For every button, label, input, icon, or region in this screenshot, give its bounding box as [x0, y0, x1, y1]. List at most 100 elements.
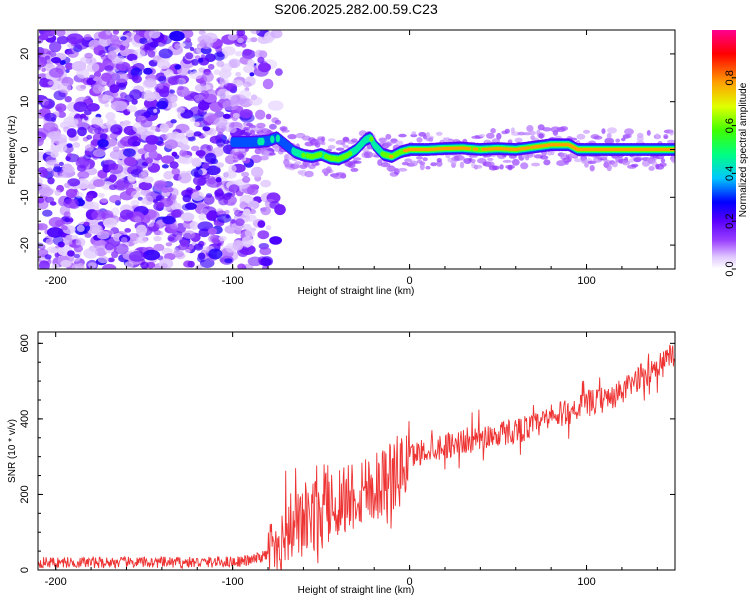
ridge-halo [248, 124, 257, 129]
x-tick-label: -100 [222, 576, 244, 588]
noise-speck [228, 184, 240, 193]
noise-speck [106, 36, 119, 47]
spectrogram-y-ticks: -20 -10 0 10 20 [19, 29, 675, 270]
noise-speck [170, 119, 177, 124]
colorbar-gradient [712, 30, 736, 269]
noise-speck [147, 221, 155, 228]
ridge-halo [283, 129, 290, 133]
noise-speck [232, 112, 240, 119]
noise-speck [203, 132, 209, 138]
noise-speck [153, 199, 158, 204]
ridge-halo [287, 134, 297, 140]
noise-speck [38, 56, 48, 68]
noise-speck [105, 30, 112, 36]
noise-speck [217, 131, 224, 137]
noise-speck [185, 248, 191, 254]
noise-speck [149, 30, 161, 39]
x-tick-label: 0 [407, 275, 413, 287]
noise-speck [126, 105, 138, 113]
noise-speck [161, 164, 169, 169]
noise-speck [72, 142, 80, 148]
noise-speck [187, 136, 196, 142]
noise-speck [38, 34, 49, 41]
noise-speck [51, 57, 61, 64]
ridge-halo [411, 131, 417, 136]
noise-speck [241, 236, 254, 248]
ridge-halo [304, 170, 314, 178]
noise-speck [170, 194, 177, 201]
ridge-halo [624, 128, 634, 136]
ridge-halo [648, 166, 655, 171]
noise-speck [77, 126, 87, 137]
noise-speck [59, 59, 66, 66]
noise-speck [244, 228, 256, 238]
noise-speck [61, 225, 68, 231]
ridge-cell [318, 151, 323, 158]
noise-speck [84, 150, 91, 156]
snr-panel: -200 -100 0 100 0 200 400 600 Height of straig… [7, 331, 676, 596]
ridge-halo [459, 161, 465, 169]
ridge-halo [622, 160, 631, 166]
ridge-halo [422, 157, 428, 162]
noise-speck [163, 170, 174, 180]
ridge-halo [646, 130, 651, 136]
noise-speck [182, 194, 192, 203]
noise-speck [44, 254, 52, 260]
noise-speck [211, 238, 219, 244]
noise-speck [64, 182, 70, 189]
noise-speck [258, 50, 268, 59]
ridge-cell [389, 155, 394, 158]
noise-speck [38, 223, 48, 231]
noise-speck [124, 261, 134, 269]
noise-speck [180, 144, 190, 151]
noise-speck [43, 30, 56, 37]
noise-speck [215, 138, 226, 147]
noise-speck [242, 176, 251, 183]
ridge-halo [526, 153, 534, 158]
noise-speck [259, 247, 272, 256]
noise-speck [97, 138, 109, 148]
noise-speck [258, 62, 271, 73]
noise-speck [54, 219, 66, 227]
noise-speck [138, 171, 148, 180]
noise-speck [168, 236, 175, 242]
noise-speck [195, 150, 206, 157]
noise-speck [171, 168, 181, 176]
ridge-halo [607, 127, 617, 134]
noise-speck [107, 257, 115, 263]
noise-speck [71, 263, 83, 269]
noise-speck [200, 54, 206, 59]
noise-speck [147, 50, 156, 58]
noise-speck [235, 71, 242, 77]
noise-speck [163, 69, 174, 78]
ridge-halo [556, 160, 566, 167]
ridge-halo [502, 159, 512, 163]
noise-speck [42, 122, 59, 133]
ridge-halo [636, 135, 644, 142]
noise-speck [198, 101, 210, 111]
noise-speck [189, 46, 195, 52]
noise-speck [145, 135, 159, 145]
noise-speck [76, 164, 87, 172]
noise-speck [99, 133, 108, 141]
noise-speck [243, 64, 258, 74]
noise-speck [55, 142, 68, 153]
noise-speck [198, 30, 206, 35]
noise-speck [180, 239, 189, 248]
noise-speck [265, 113, 272, 120]
noise-speck [41, 67, 46, 73]
noise-speck [94, 127, 104, 135]
ridge-halo [423, 134, 428, 140]
noise-speck [145, 157, 153, 164]
ridge-halo [487, 157, 494, 161]
y-tick-label: 10 [19, 96, 31, 108]
noise-speck [224, 209, 230, 215]
ridge-halo [507, 139, 513, 144]
noise-speck [44, 112, 57, 122]
ridge-halo [396, 140, 404, 146]
ridge-halo [543, 159, 551, 166]
noise-speck [138, 181, 153, 191]
noise-speck [219, 76, 229, 85]
ridge-halo [478, 134, 485, 138]
noise-speck [92, 149, 106, 158]
